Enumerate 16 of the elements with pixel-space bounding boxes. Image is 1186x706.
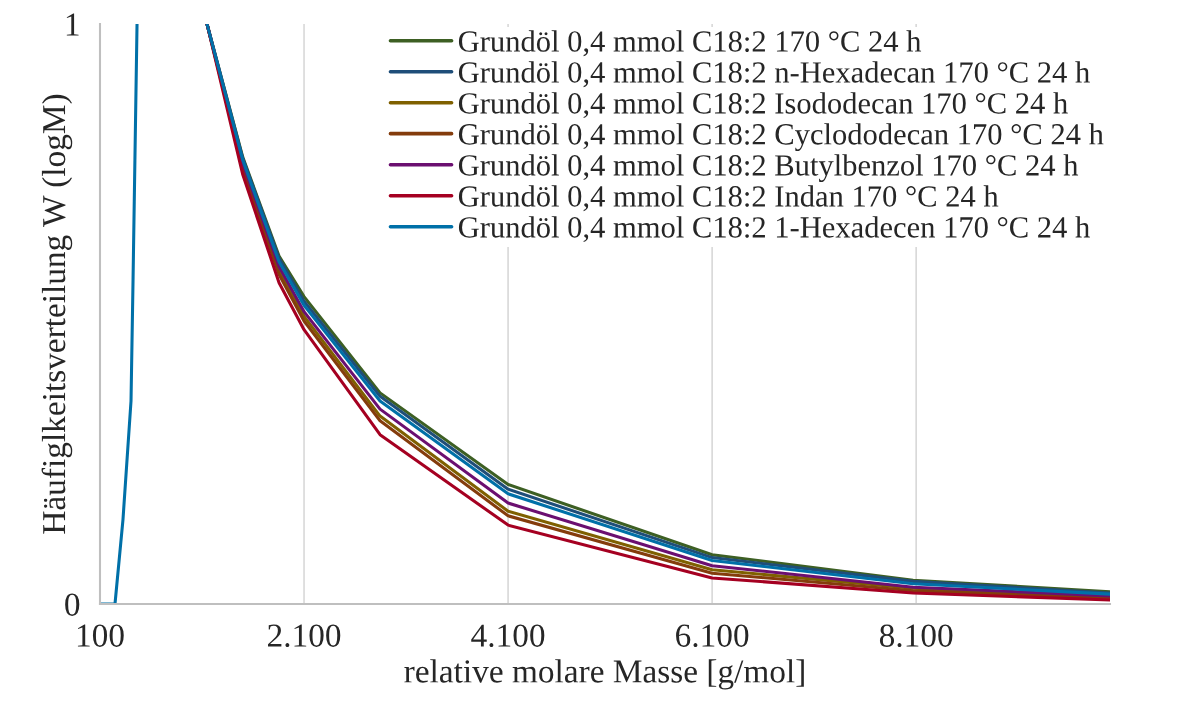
y-axis-title: Häufiglkeitsverteilung W (logM) — [41, 94, 73, 534]
legend-label: Grundöl 0,4 mmol C18:2 Indan 170 °C 24 h — [458, 185, 999, 212]
x-tick-label: 2.100 — [268, 624, 341, 648]
x-tick-label: 4.100 — [471, 624, 545, 648]
legend-label: Grundöl 0,4 mmol C18:2 Cyclododecan 170 °C 24 h — [458, 123, 1104, 151]
legend-label: Grundöl 0,4 mmol C18:2 170 °C 24 h — [458, 30, 922, 57]
y-tick-label: 0 — [65, 593, 80, 616]
legend-label: Grundöl 0,4 mmol C18:2 Isododecan 170 °C 24 h — [458, 92, 1068, 119]
x-axis-title: relative molare Masse [g/mol] — [404, 659, 804, 690]
legend-label: Grundöl 0,4 mmol C18:2 Butylbenzol 170 °C 24 h — [458, 154, 1079, 182]
y-tick-label: 1 — [66, 13, 79, 36]
x-tick-label: 8.100 — [879, 624, 953, 648]
x-tick-label: 100 — [77, 624, 124, 647]
x-tick-label: 6.100 — [676, 624, 749, 648]
legend-label: Grundöl 0,4 mmol C18:2 n-Hexadecan 170 °C 24 h — [458, 61, 1090, 88]
legend-label: Grundöl 0,4 mmol C18:2 1-Hexadecen 170 °C 24 h — [458, 216, 1090, 243]
